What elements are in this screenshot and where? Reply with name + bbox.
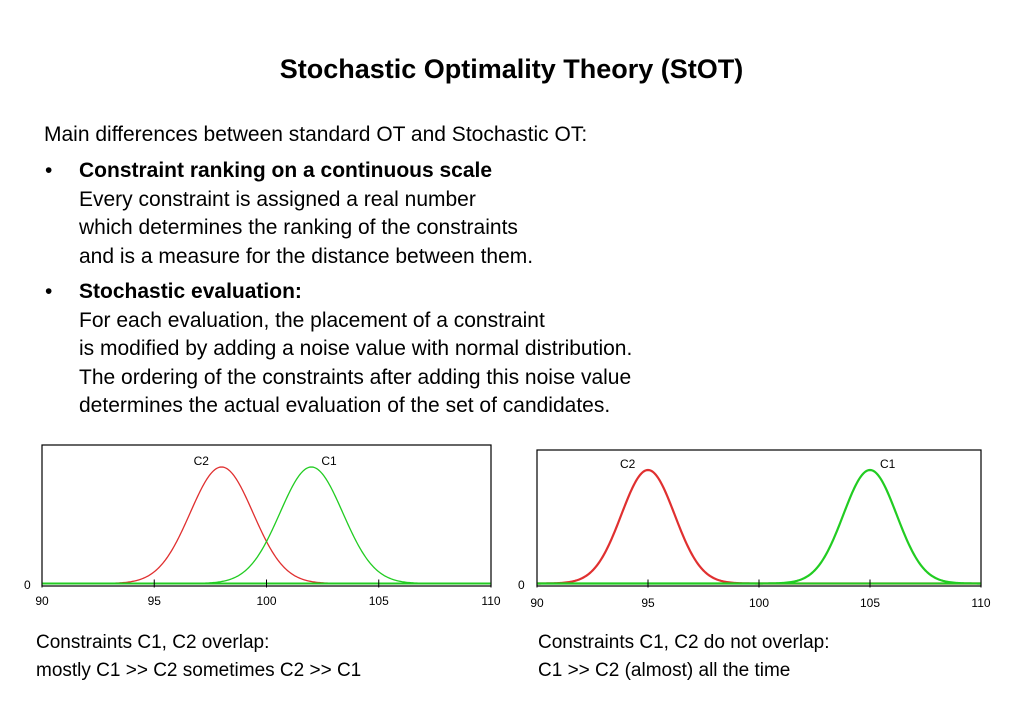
series-label-c1: C1 xyxy=(321,454,337,468)
x-tick-label: 90 xyxy=(35,594,49,608)
bullet-heading: Stochastic evaluation: xyxy=(79,280,302,303)
x-tick-label: 105 xyxy=(860,596,880,610)
bullet-list: • Constraint ranking on a continuous sca… xyxy=(44,157,632,421)
series-label-c1: C1 xyxy=(880,457,896,471)
caption-no-overlap: Constraints C1, C2 do not overlap: C1 >>… xyxy=(538,629,830,685)
bullet-dot: • xyxy=(45,280,53,303)
caption-line: Constraints C1, C2 overlap: xyxy=(36,632,270,653)
bullet-line: For each evaluation, the placement of a … xyxy=(79,308,545,332)
bullet-line: determines the actual evaluation of the … xyxy=(79,394,611,417)
x-tick-label: 100 xyxy=(256,594,276,608)
bullet-heading: Constraint ranking on a continuous scale xyxy=(79,159,493,182)
plot-frame xyxy=(41,444,492,587)
series-label-c2: C2 xyxy=(620,457,636,471)
x-tick-label: 105 xyxy=(369,594,389,608)
y-tick-label: 0 xyxy=(24,578,31,592)
bullet-line: Every constraint is assigned a real numb… xyxy=(79,187,476,211)
x-tick-label: 110 xyxy=(971,596,990,610)
slide-title: Stochastic Optimality Theory (StOT) xyxy=(279,54,744,84)
bullet-dot: • xyxy=(45,159,53,182)
x-tick-label: 100 xyxy=(749,596,769,610)
bullet-item-stochastic-evaluation: • Stochastic evaluation: For each evalua… xyxy=(44,278,632,421)
y-tick-label: 0 xyxy=(518,578,525,592)
caption-line: mostly C1 >> C2 sometimes C2 >> C1 xyxy=(36,660,362,681)
bullet-line: is modified by adding a noise value with… xyxy=(79,337,633,360)
series-label-c2: C2 xyxy=(194,454,210,468)
x-tick-label: 95 xyxy=(641,596,655,610)
caption-line: Constraints C1, C2 do not overlap: xyxy=(538,632,830,653)
x-tick-label: 95 xyxy=(148,594,162,608)
intro-text: Main differences between standard OT and… xyxy=(44,123,588,146)
bullet-line: The ordering of the constraints after ad… xyxy=(79,365,632,389)
bullet-item-continuous-scale: • Constraint ranking on a continuous sca… xyxy=(44,157,632,271)
caption-overlap: Constraints C1, C2 overlap: mostly C1 >>… xyxy=(36,629,361,685)
x-tick-label: 110 xyxy=(481,594,500,608)
bullet-line: and is a measure for the distance betwee… xyxy=(79,244,534,268)
plot-frame xyxy=(536,449,982,587)
caption-line: C1 >> C2 (almost) all the time xyxy=(538,660,791,681)
bullet-line: which determines the ranking of the cons… xyxy=(79,216,518,239)
x-tick-label: 90 xyxy=(530,596,544,610)
